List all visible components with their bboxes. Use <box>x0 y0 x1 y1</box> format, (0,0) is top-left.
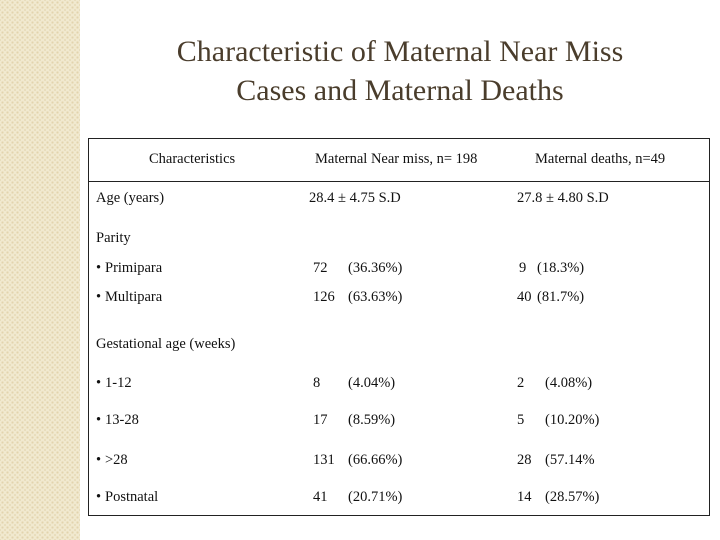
row-primipara-label: • Primipara <box>96 260 163 276</box>
row-gest-13-28-nm-pct: (8.59%) <box>348 412 396 428</box>
bullet-icon: • <box>96 412 102 428</box>
bullet-icon: • <box>96 375 102 391</box>
header-divider <box>89 181 709 182</box>
row-gest-13-28-label: • 13-28 <box>96 412 139 428</box>
row-age-deaths: 27.8 ± 4.80 S.D <box>517 190 609 206</box>
header-deaths: Maternal deaths, n=49 <box>535 151 666 167</box>
row-postnatal-nm-count: 41 <box>313 489 328 505</box>
section-gestational-label: Gestational age (weeks) <box>96 336 236 352</box>
slide-title: Characteristic of Maternal Near Miss Cas… <box>80 32 720 110</box>
row-postnatal-nm-pct: (20.71%) <box>348 489 403 505</box>
bullet-icon: • <box>96 452 102 468</box>
row-gest-over-28-d-count: 28 <box>517 452 532 468</box>
row-multipara-nm-pct: (63.63%) <box>348 289 403 305</box>
characteristics-table: Characteristics Maternal Near miss, n= 1… <box>88 138 710 516</box>
bullet-icon: • <box>96 260 102 276</box>
row-postnatal-d-pct: (28.57%) <box>545 489 600 505</box>
row-gest-over-28-nm-pct: (66.66%) <box>348 452 403 468</box>
title-line-1: Characteristic of Maternal Near Miss <box>176 35 624 68</box>
header-near-miss: Maternal Near miss, n= 198 <box>315 151 478 167</box>
row-gest-1-12-nm-pct: (4.04%) <box>348 375 396 391</box>
row-gest-13-28-nm-count: 17 <box>313 412 328 428</box>
row-gest-13-28-d-pct: (10.20%) <box>545 412 600 428</box>
row-multipara-nm-count: 126 <box>313 289 335 305</box>
row-multipara-label: • Multipara <box>96 289 163 305</box>
row-primipara-nm-pct: (36.36%) <box>348 260 403 276</box>
row-primipara-nm-count: 72 <box>313 260 328 276</box>
row-primipara-d-pct: (18.3%) <box>537 260 585 276</box>
decorative-side-band <box>0 0 80 540</box>
row-gest-over-28-d-pct: (57.14% <box>545 452 595 468</box>
header-characteristics: Characteristics <box>149 151 236 167</box>
row-gest-1-12-nm-count: 8 <box>313 375 321 391</box>
title-line-2: Cases and Maternal Deaths <box>236 74 564 107</box>
bullet-icon: • <box>96 289 102 305</box>
row-multipara-d-pct: (81.7%) <box>537 289 585 305</box>
row-multipara-d-count: 40 <box>517 289 532 305</box>
section-parity-label: Parity <box>96 230 131 246</box>
bullet-icon: • <box>96 489 102 505</box>
row-gest-13-28-d-count: 5 <box>517 412 525 428</box>
row-postnatal-label: • Postnatal <box>96 489 159 505</box>
row-gest-1-12-label: • 1-12 <box>96 375 132 391</box>
row-gest-1-12-d-pct: (4.08%) <box>545 375 593 391</box>
row-gest-over-28-nm-count: 131 <box>313 452 335 468</box>
row-gest-over-28-label: • >28 <box>96 452 128 468</box>
row-postnatal-d-count: 14 <box>517 489 532 505</box>
row-gest-1-12-d-count: 2 <box>517 375 525 391</box>
row-age-label: Age (years) <box>96 190 165 206</box>
row-age-near-miss: 28.4 ± 4.75 S.D <box>309 190 401 206</box>
row-primipara-d-count: 9 <box>519 260 527 276</box>
